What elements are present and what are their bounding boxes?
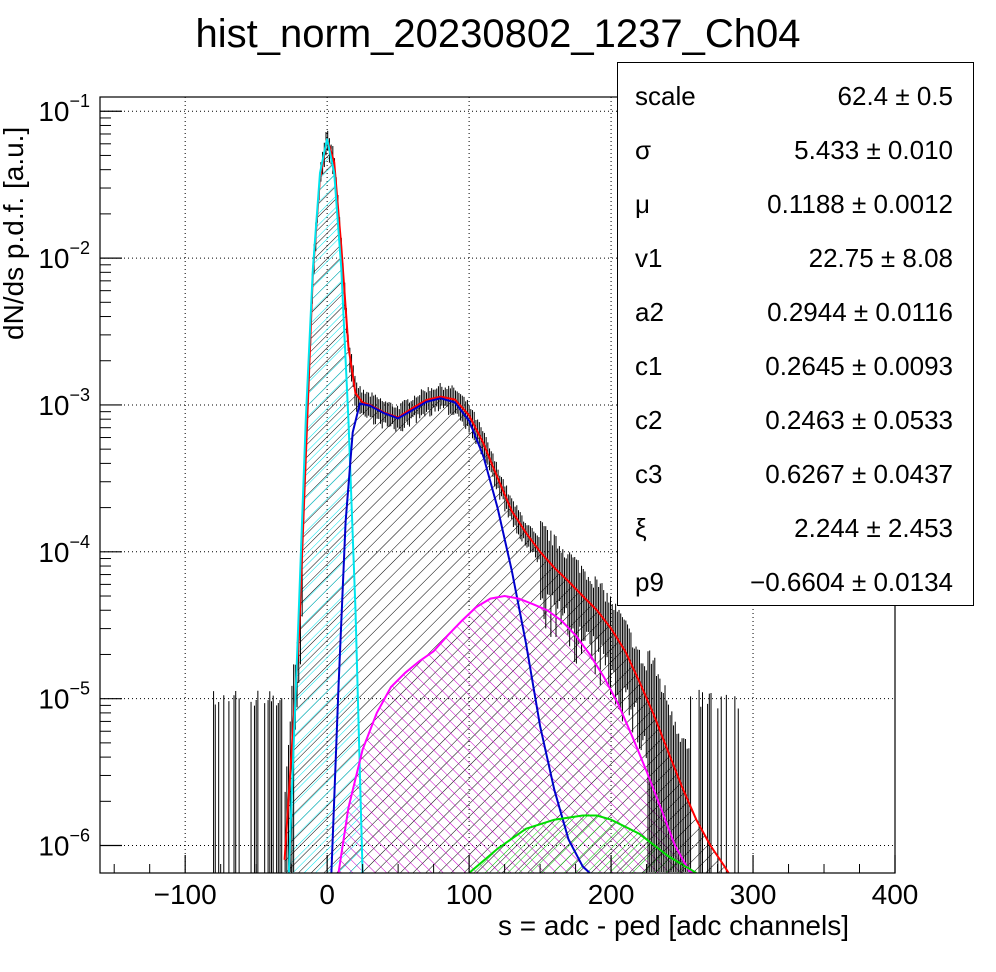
x-tick-label: −100 [154,879,217,910]
x-tick-label: 400 [872,879,919,910]
fit-parameter-name: a2 [635,297,664,327]
x-tick-label: 0 [319,879,335,910]
two-pe-curve-fill [338,596,697,873]
fit-parameter-name: μ [635,189,650,219]
y-tick-label: 10−3 [38,385,90,421]
fit-parameter-row: σ 5.433 ± 0.010 [618,121,973,175]
fit-parameter-row: c3 0.6267 ± 0.0437 [618,445,973,499]
fit-parameter-value: 22.75 ± 8.08 [808,243,953,273]
fit-parameter-row: μ 0.1188 ± 0.0012 [618,175,973,229]
y-tick-label: 10−6 [38,826,90,862]
fit-parameter-name: c1 [635,351,663,381]
fit-parameter-value: 5.433 ± 0.010 [794,135,953,165]
y-tick-label: 10−5 [38,679,90,715]
fit-parameter-row: p9 −0.6604 ± 0.0134 [618,553,973,607]
y-tick-label: 10−1 [38,91,90,127]
three-pe-curve [468,814,697,873]
pedestal-curve [287,138,364,873]
fit-parameter-value: 0.6267 ± 0.0437 [765,459,953,489]
fit-parameter-value: 2.244 ± 2.453 [794,513,953,543]
fit-parameter-name: c3 [635,459,663,489]
fit-parameter-value: 0.1188 ± 0.0012 [767,189,953,219]
chart-title: hist_norm_20230802_1237_Ch04 [195,12,801,56]
y-axis-label: dN/ds p.d.f. [a.u.] [0,126,29,340]
fit-parameter-value: 62.4 ± 0.5 [837,81,953,111]
fit-parameter-row: a2 0.2944 ± 0.0116 [618,283,973,337]
y-tick-label: 10−2 [38,238,90,274]
fit-parameter-row: v1 22.75 ± 8.08 [618,229,973,283]
fit-parameter-row: ξ 2.244 ± 2.453 [618,499,973,553]
pedestal-curve-fill [288,138,363,873]
fit-parameters-box: scale 62.4 ± 0.5 σ 5.433 ± 0.010 μ 0.1188 ± 0… [617,62,974,606]
fit-parameter-value: −0.6604 ± 0.0134 [750,567,953,597]
fit-parameter-value: 0.2463 ± 0.0533 [765,405,953,435]
y-tick-label: 10−4 [38,532,90,568]
total-fit-curve [283,138,730,873]
two-pe-curve [337,594,697,873]
fit-parameter-row: c2 0.2463 ± 0.0533 [618,391,973,445]
fit-parameter-value: 0.2645 ± 0.0093 [765,351,953,381]
fit-parameter-name: p9 [635,567,664,597]
fit-parameter-name: scale [635,81,696,111]
fit-parameter-name: σ [635,135,652,165]
x-tick-label: 200 [588,879,635,910]
fit-parameter-row: c1 0.2645 ± 0.0093 [618,337,973,391]
fit-parameter-row: scale 62.4 ± 0.5 [618,67,973,121]
x-axis-label: s = adc - ped [adc channels] [498,910,849,941]
fit-parameter-name: v1 [635,243,663,273]
x-tick-label: 100 [446,879,493,910]
fit-parameter-name: ξ [635,513,647,543]
x-tick-label: 300 [730,879,777,910]
fit-parameter-value: 0.2944 ± 0.0116 [767,297,953,327]
fit-parameter-name: c2 [635,405,663,435]
single-pe-curve [330,397,591,873]
